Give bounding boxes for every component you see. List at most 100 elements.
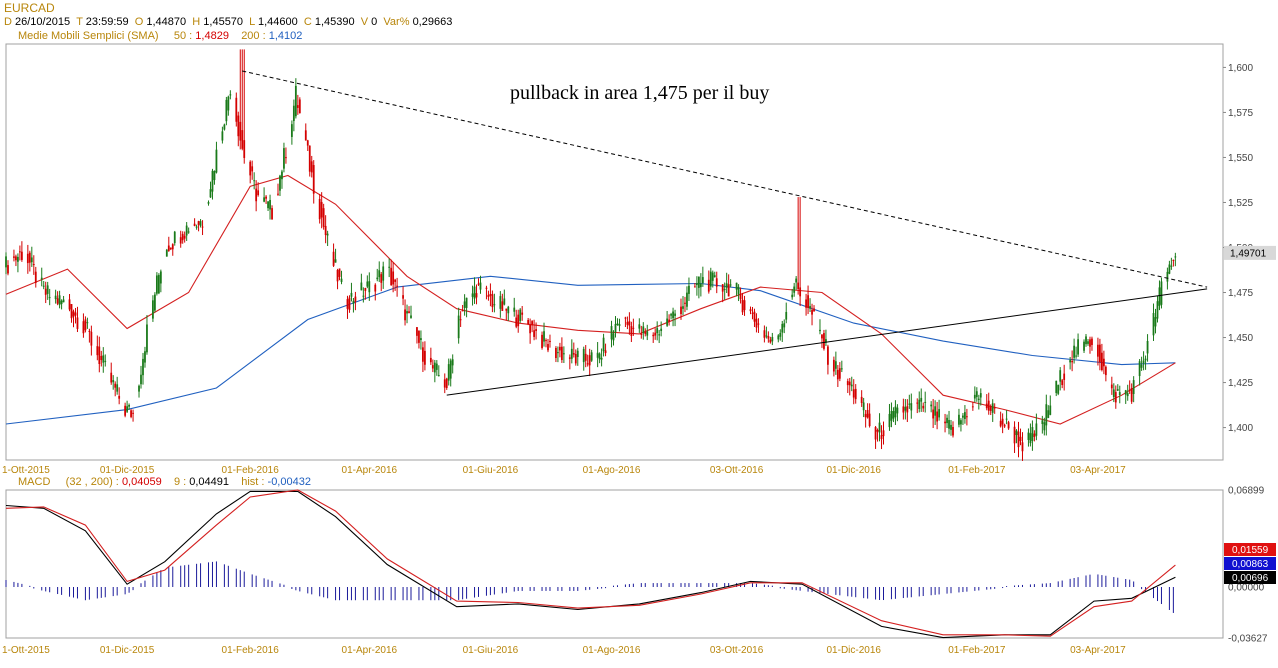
candle (1059, 367, 1062, 391)
candle (834, 351, 837, 375)
candle (876, 428, 879, 442)
candle (896, 404, 899, 422)
candle (1100, 343, 1103, 372)
candle (1061, 378, 1064, 389)
candle (114, 381, 117, 397)
candle (376, 268, 379, 282)
candle (737, 284, 740, 302)
candle (487, 290, 490, 301)
candle (183, 231, 186, 243)
candle (336, 268, 339, 290)
candle (392, 262, 395, 293)
candle (424, 341, 426, 371)
candle (197, 220, 200, 232)
candle (825, 329, 827, 346)
candle (326, 230, 329, 247)
candle (952, 421, 954, 438)
candle (948, 410, 950, 435)
candle (888, 403, 891, 431)
close-label: C (303, 16, 312, 28)
candle (755, 313, 758, 333)
candle (142, 352, 144, 385)
candle (985, 394, 988, 411)
candle (1029, 423, 1032, 447)
candle (612, 330, 615, 346)
candle (420, 330, 422, 350)
candle (1045, 394, 1048, 436)
candle (285, 147, 287, 164)
candle (1047, 405, 1050, 419)
candle (443, 373, 446, 394)
candle (237, 111, 240, 147)
candle (962, 413, 964, 425)
candle (1091, 336, 1093, 351)
candle (572, 342, 575, 358)
candle (28, 250, 31, 272)
hist-value: -0,00432 (267, 476, 311, 488)
candle (144, 346, 146, 368)
candle (515, 309, 518, 329)
candle (545, 338, 547, 348)
candle (697, 276, 700, 299)
x-tick-label: 03-Apr-2017 (1070, 465, 1126, 476)
candle (811, 303, 813, 326)
candle (1033, 430, 1036, 442)
candle (429, 347, 432, 365)
candle (1027, 428, 1030, 447)
candle (485, 285, 488, 300)
candle (104, 354, 107, 367)
candle (306, 139, 309, 151)
candle (320, 192, 323, 229)
candle (457, 307, 460, 344)
candle (922, 402, 925, 412)
candle (382, 261, 385, 289)
candle (975, 387, 978, 402)
price-pane[interactable]: pullback in area 1,475 per il buy 1,600 1… (5, 43, 1276, 461)
candle (179, 230, 182, 248)
candle (850, 376, 853, 392)
candle (471, 285, 474, 306)
candle (672, 307, 674, 327)
candle (836, 365, 839, 387)
candle (1005, 410, 1008, 425)
candle (600, 348, 603, 367)
macd-pane[interactable]: 0,06899 0,00000 -0,03627 0,01559 0,00863 0,0… (5, 486, 1276, 645)
candle (26, 244, 29, 274)
macd-legend: MACD (32 , 200) : 0,04059 9 : 0,04491 hi… (18, 476, 311, 489)
candle (1035, 413, 1038, 441)
macd-last-value: 0,01559 (1232, 545, 1269, 556)
candle (263, 187, 265, 203)
candle (533, 319, 535, 341)
candle (960, 418, 962, 432)
candle (54, 289, 57, 304)
close-value: 1,45390 (314, 16, 355, 28)
candle (1152, 303, 1155, 342)
candle (1168, 260, 1171, 275)
candle (666, 310, 669, 327)
candle (1116, 384, 1119, 392)
candle (902, 398, 905, 420)
candle (102, 347, 105, 373)
resistance-trendline[interactable] (242, 70, 1208, 288)
candle (265, 195, 267, 204)
candle (723, 282, 726, 300)
price-y-tick: 1,400 (1228, 423, 1253, 434)
candle (910, 393, 913, 419)
candle (638, 318, 641, 333)
candle (1019, 428, 1022, 446)
candle (892, 407, 895, 423)
candle (781, 320, 784, 342)
candle (348, 295, 351, 313)
candle (614, 316, 617, 338)
candle (973, 386, 976, 403)
candle (751, 306, 754, 320)
candle (868, 403, 871, 428)
support-trendline[interactable] (446, 288, 1208, 396)
signal-label: 9 : (173, 476, 187, 488)
candle (1112, 383, 1115, 403)
candle (298, 97, 301, 114)
candle (187, 227, 190, 234)
candle (296, 94, 299, 115)
candle (255, 180, 258, 212)
